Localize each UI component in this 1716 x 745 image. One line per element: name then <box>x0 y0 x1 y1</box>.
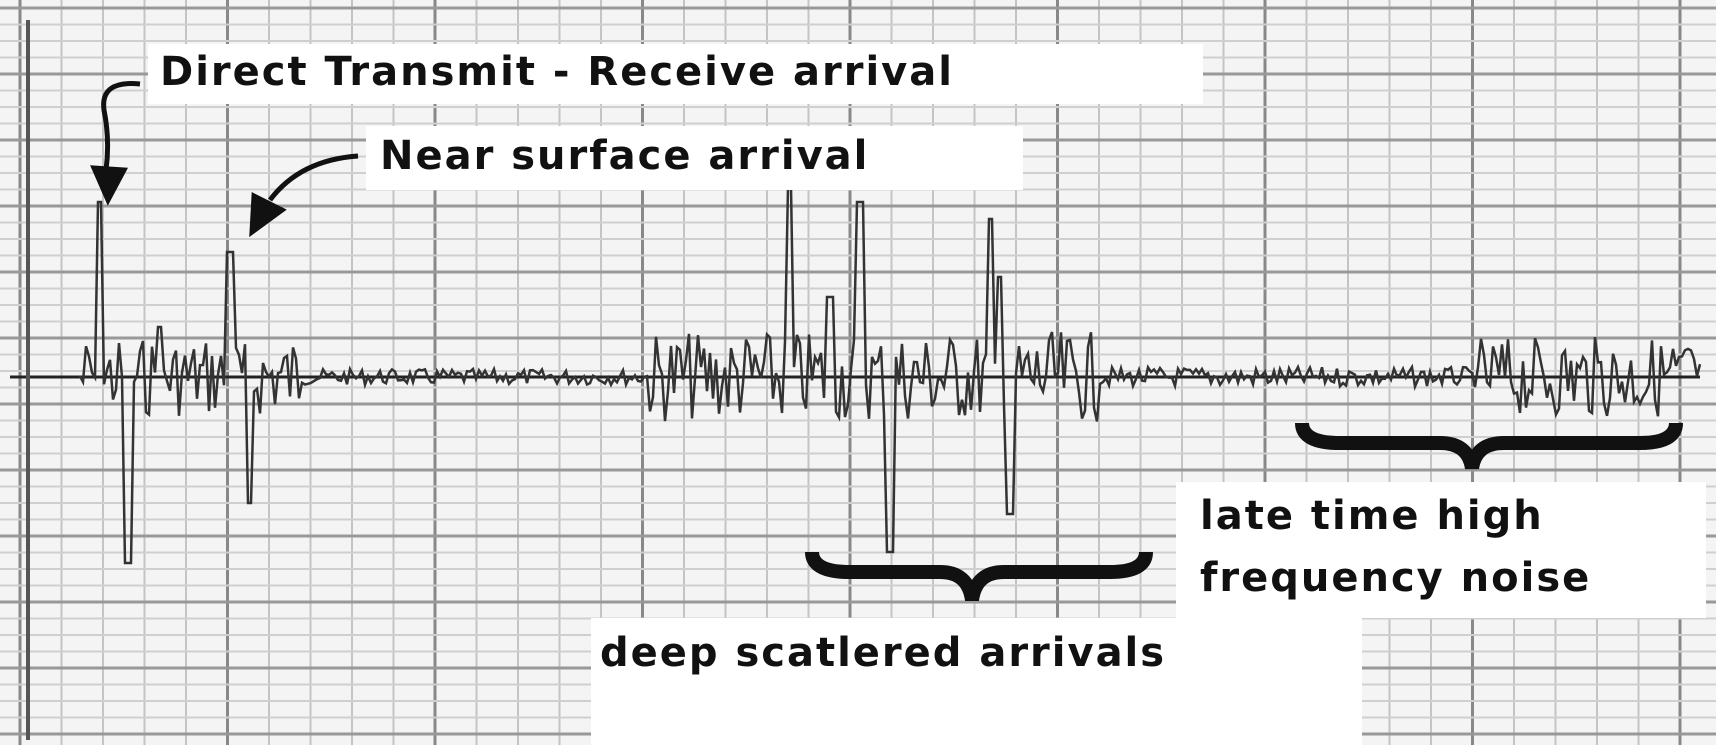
label-box <box>366 126 1023 190</box>
brace <box>805 551 1153 602</box>
direct-label: Direct Transmit - Receive arrival <box>160 49 954 95</box>
arrowhead <box>249 192 287 238</box>
arrow <box>101 81 141 171</box>
near-surface-label: Near surface arrival <box>380 133 869 179</box>
label-box <box>1176 482 1706 618</box>
late-noise-label: late time high <box>1200 493 1544 539</box>
arrow <box>268 153 359 202</box>
deep-label: deep scatlered arrivals <box>600 630 1166 676</box>
label-box <box>591 618 1362 745</box>
annotation-marks <box>90 81 1683 602</box>
brace <box>1295 422 1683 470</box>
late-noise-label: frequency noise <box>1200 555 1591 601</box>
arrowhead <box>90 165 129 206</box>
waveform <box>78 185 1702 565</box>
label-box <box>148 44 1203 104</box>
